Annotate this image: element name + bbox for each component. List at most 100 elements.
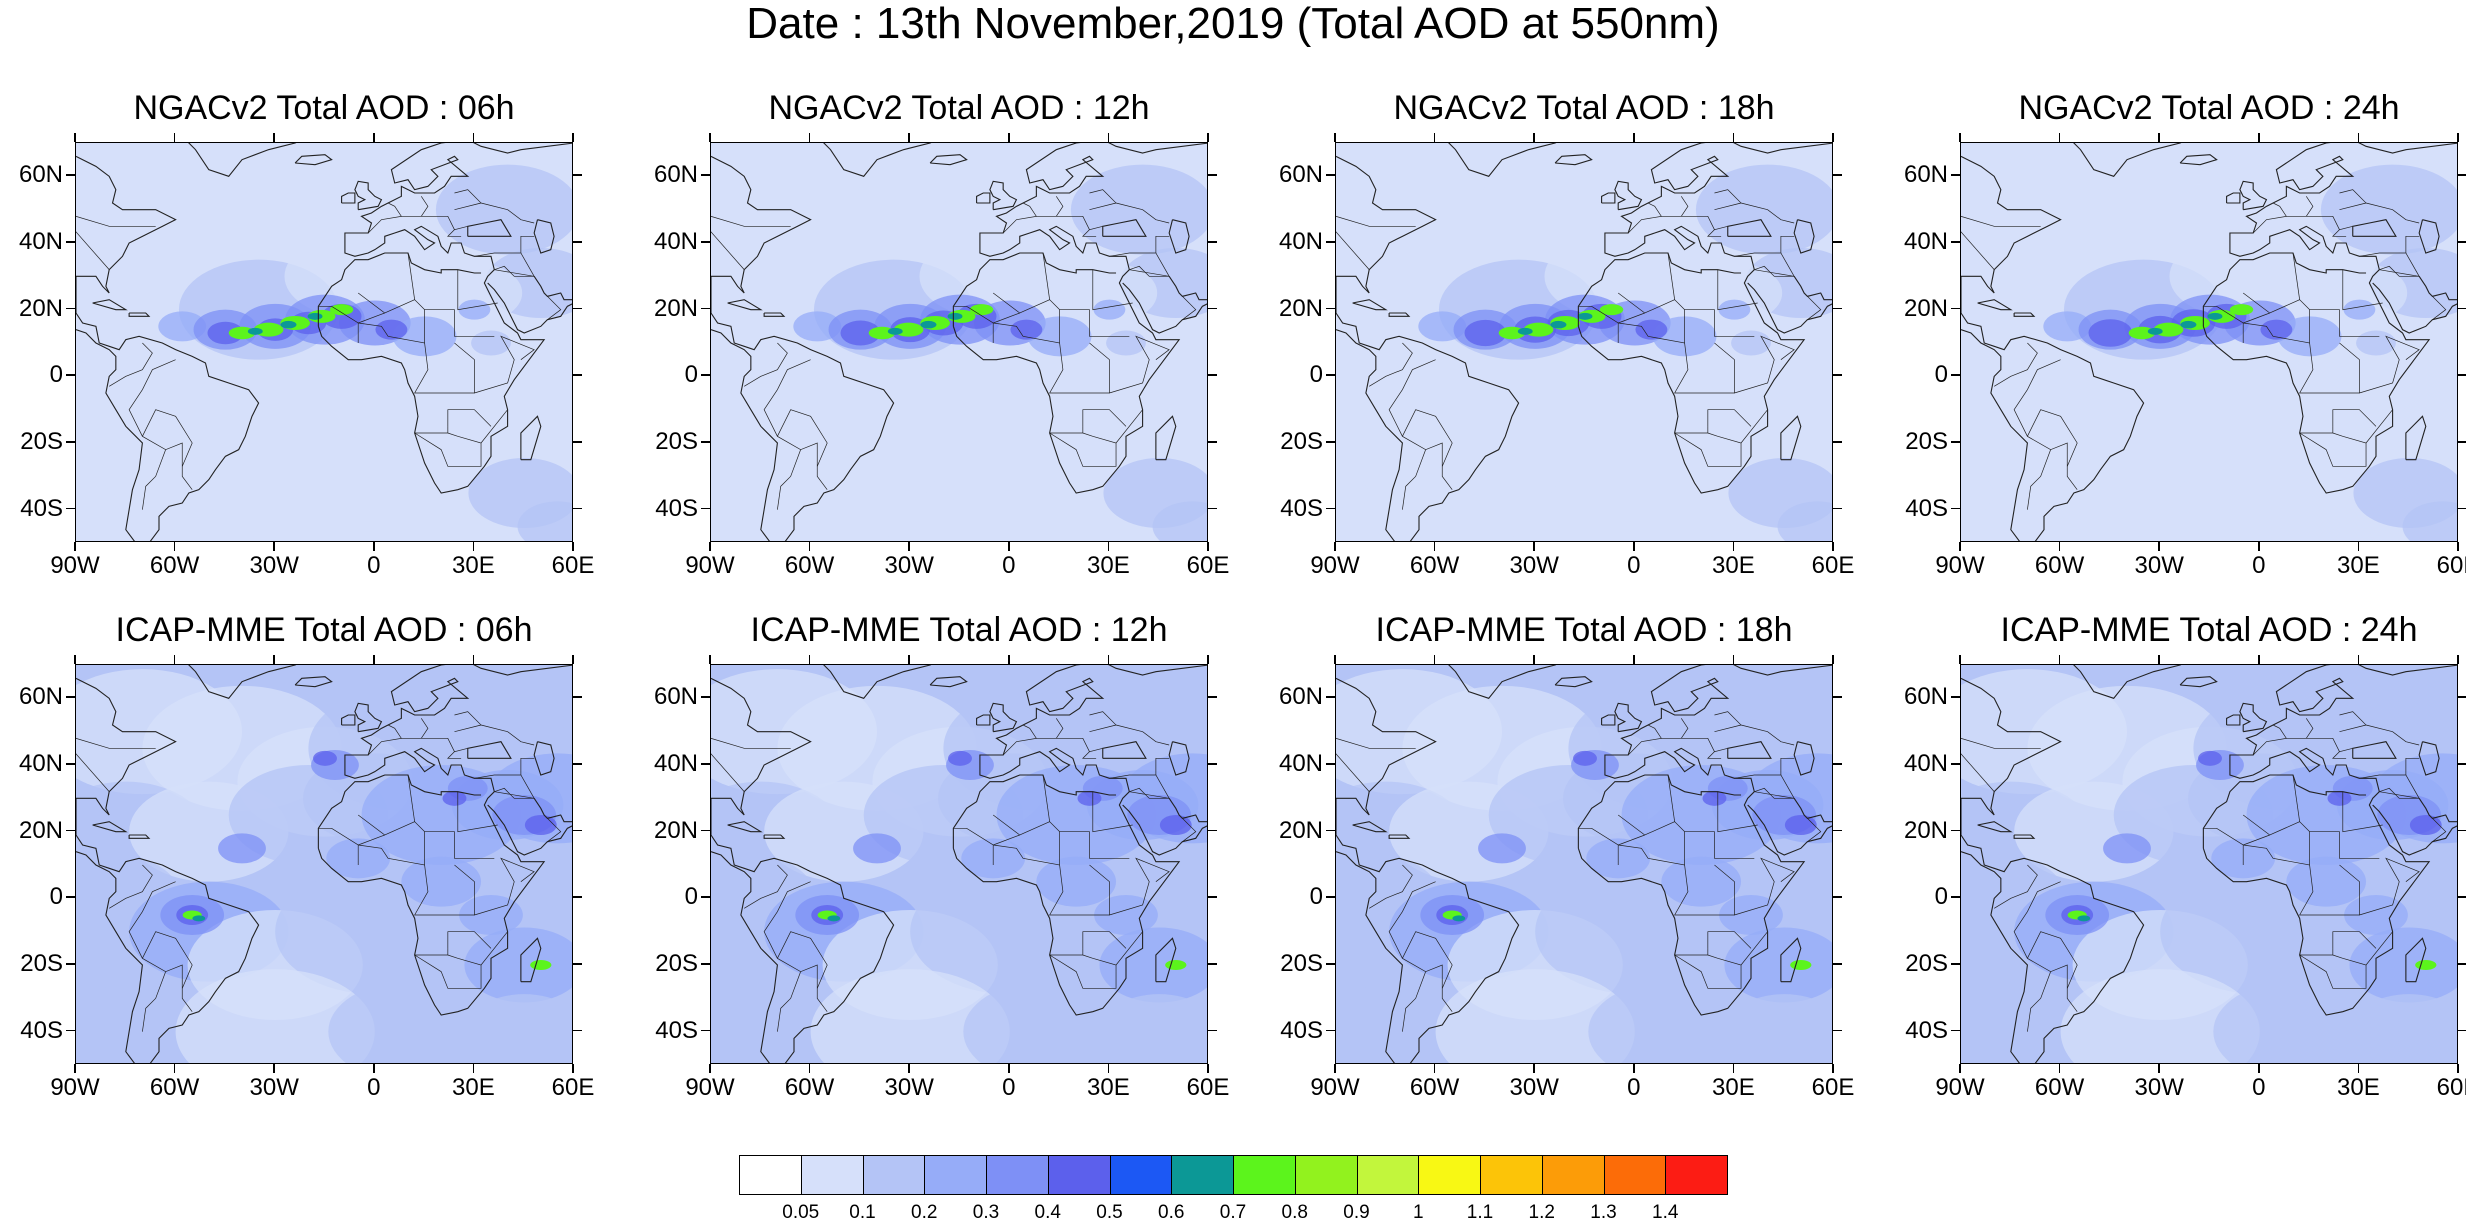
country-border — [520, 235, 535, 253]
coastline — [1780, 937, 1802, 983]
lon-tick-label: 30E — [2337, 552, 2380, 579]
aod-contour — [2198, 750, 2222, 766]
country-border — [2242, 814, 2310, 836]
aod-contour — [2402, 501, 2457, 541]
colorbar-label: 1.2 — [1528, 1202, 1555, 1223]
tick-mark — [1008, 655, 1010, 664]
country-border — [414, 864, 475, 916]
country-border — [1740, 409, 1768, 444]
country-border — [401, 196, 429, 217]
coastline — [2202, 665, 2457, 1016]
coastline — [294, 154, 333, 166]
country-border — [2379, 265, 2420, 277]
tick-mark — [1208, 963, 1217, 965]
aod-contour — [1362, 451, 1443, 502]
country-border — [2365, 409, 2393, 444]
country-border — [128, 881, 193, 1012]
coastline — [128, 834, 151, 839]
country-border — [2306, 215, 2353, 231]
lon-tick-label: 60W — [784, 1074, 835, 1101]
panel-title: NGACv2 Total AOD : 18h — [1393, 89, 1775, 127]
lat-tick-label: 20S — [1905, 428, 1948, 455]
tick-mark — [1833, 696, 1842, 698]
aod-contour — [442, 790, 467, 806]
lat-tick-label: 0 — [49, 883, 63, 911]
coastline — [520, 937, 542, 983]
aod-contour — [737, 451, 818, 502]
colorbar-swatch — [1665, 1155, 1728, 1195]
coastline — [2418, 276, 2457, 301]
tick-mark — [1107, 133, 1110, 142]
country-border — [447, 409, 492, 433]
country-border — [1961, 231, 1995, 270]
aod-contour — [1577, 312, 1593, 320]
aod-contour — [2180, 320, 2197, 329]
coastline — [294, 676, 333, 688]
country-border — [993, 834, 1020, 846]
coastline — [1352, 821, 1388, 833]
country-border — [446, 751, 462, 759]
lat-tick-label: 40N — [1278, 228, 1323, 255]
coastline — [1388, 312, 1411, 317]
coastline — [341, 714, 356, 726]
country-border — [358, 312, 385, 324]
tick-mark — [1951, 307, 1960, 310]
aod-contour — [328, 981, 488, 1063]
coastline — [128, 312, 151, 317]
lat-tick-label: 20S — [20, 428, 63, 455]
coastline — [2013, 312, 2036, 317]
tick-mark — [1833, 441, 1842, 443]
aod-contour — [1070, 164, 1207, 255]
country-border — [744, 342, 788, 387]
country-border — [494, 787, 535, 799]
lat-tick-label: 20S — [655, 428, 698, 455]
lat-tick-label: 20N — [1903, 816, 1948, 844]
aod-contour — [1517, 327, 1533, 335]
country-border — [744, 864, 788, 909]
colorbar-label: 0.8 — [1281, 1202, 1308, 1223]
coastline — [727, 821, 763, 833]
lon-tick-label: 30E — [1087, 1074, 1130, 1101]
lon-tick-label: 30E — [1087, 552, 1130, 579]
tick-mark — [2458, 896, 2466, 898]
aod-map — [1961, 665, 2457, 1063]
country-border — [2243, 834, 2270, 846]
aod-contour — [2409, 815, 2442, 835]
tick-mark — [1832, 655, 1834, 664]
aod-contour — [2349, 994, 2457, 1063]
country-border — [2203, 305, 2244, 343]
lat-tick-label: 60N — [1903, 161, 1948, 189]
tick-mark — [1833, 374, 1842, 376]
lat-tick-label: 0 — [1309, 883, 1323, 911]
colorbar-label: 0.5 — [1096, 1202, 1123, 1223]
colorbar-swatch — [862, 1155, 926, 1195]
coastline — [1336, 677, 1520, 1063]
lon-tick-label: 90W — [685, 552, 735, 579]
coastline — [2226, 714, 2241, 726]
map-plot-area — [1960, 664, 2458, 1064]
country-border — [992, 292, 1060, 314]
aod-map — [711, 665, 1207, 1063]
lat-tick-label: 20N — [1278, 816, 1323, 844]
lat-tick-label: 20S — [1905, 950, 1948, 977]
tick-mark — [373, 1064, 375, 1073]
aod-contour — [530, 960, 552, 970]
coastline — [354, 702, 383, 733]
tick-mark — [1833, 963, 1842, 965]
aod-contour — [1036, 856, 1117, 907]
tick-mark — [1207, 655, 1209, 664]
aod-contour — [375, 319, 408, 340]
country-border — [1155, 235, 1170, 253]
country-border — [2027, 449, 2051, 510]
tick-mark — [173, 542, 176, 551]
country-border — [1714, 189, 1742, 211]
coastline — [2418, 798, 2457, 823]
tick-mark — [709, 133, 711, 142]
coastline — [533, 798, 572, 823]
tick-mark — [1208, 1029, 1217, 1032]
tick-mark — [66, 963, 75, 965]
tick-mark — [2058, 542, 2061, 551]
country-border — [711, 753, 745, 792]
coastline — [1577, 774, 1742, 849]
aod-contour — [947, 312, 963, 320]
